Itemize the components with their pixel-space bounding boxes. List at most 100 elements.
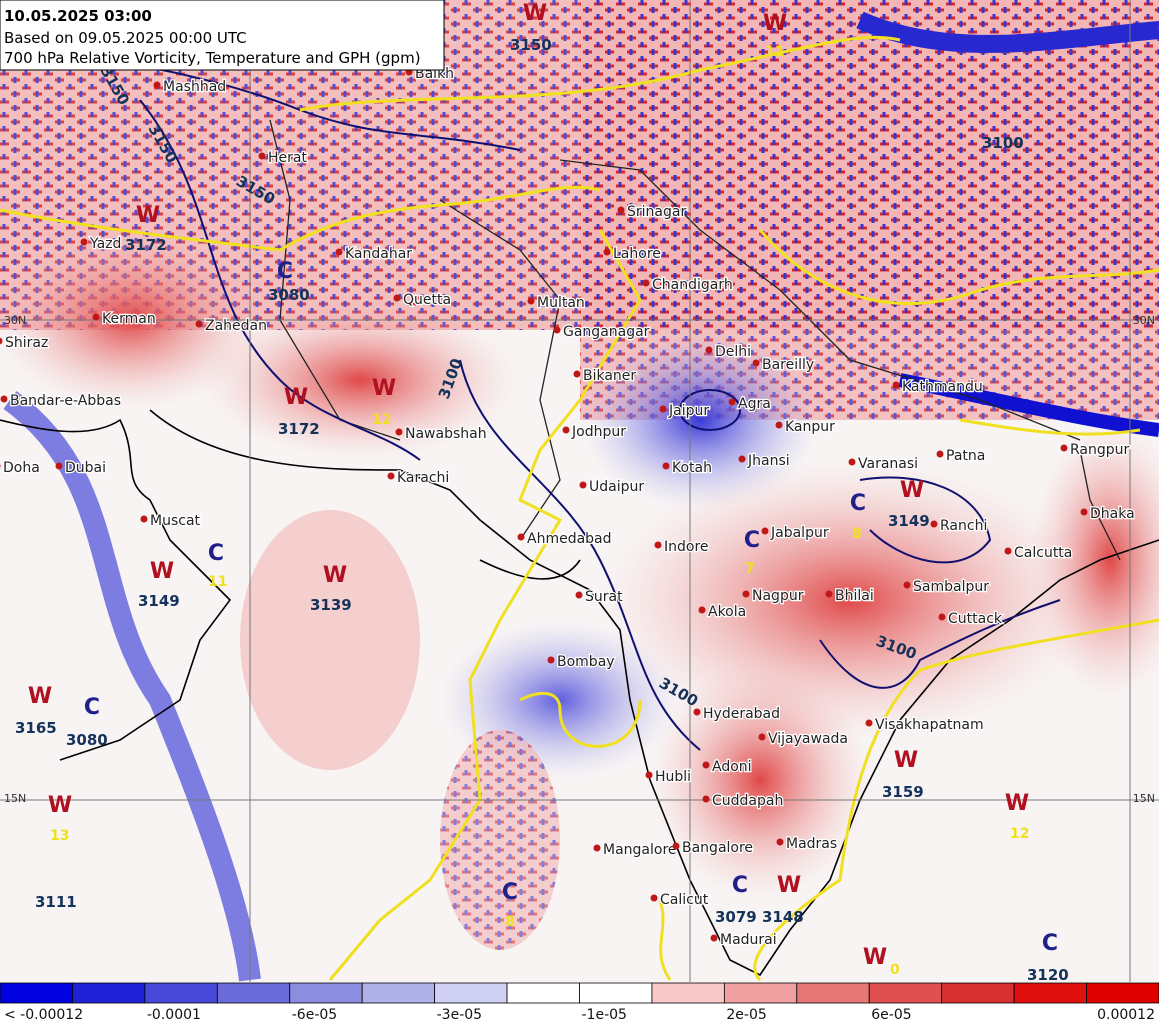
latitude-label: 30N <box>1133 314 1155 327</box>
city-label: Agra <box>738 396 771 412</box>
gph-value: 3172 <box>278 420 320 438</box>
city-marker <box>617 206 625 214</box>
city-marker <box>140 515 148 523</box>
city-marker <box>742 590 750 598</box>
city-label: Ahmedabad <box>527 531 612 547</box>
graticule <box>0 0 1159 982</box>
city-label: Muscat <box>150 513 201 529</box>
city-marker <box>825 590 833 598</box>
vorticity-band <box>898 373 1159 437</box>
pressure-letter: C <box>208 541 224 566</box>
city-label: Varanasi <box>858 456 918 472</box>
pressure-letter: W <box>863 945 887 970</box>
city-label: Udaipur <box>589 479 644 495</box>
city-marker <box>672 842 680 850</box>
gph-value: 3120 <box>1027 966 1069 984</box>
colorbar-swatch <box>434 982 508 1004</box>
city-marker <box>603 248 611 256</box>
colorbar-swatch <box>1013 982 1087 1004</box>
city-marker <box>593 844 601 852</box>
city-label: Ganganagar <box>563 324 650 340</box>
colorbar-swatch <box>723 982 798 1004</box>
city-label: Delhi <box>715 344 751 360</box>
city-label: Surat <box>585 589 623 605</box>
city-marker <box>761 527 769 535</box>
city-label: Rangpur <box>1070 442 1130 458</box>
city-label: Kotah <box>672 460 712 476</box>
city-label: Dhaka <box>1090 506 1135 522</box>
colorbar: < -0.00012 -0.0001 -6e-05 -3e-05 -1e-05 2e-05… <box>0 982 1159 1024</box>
city-marker <box>562 426 570 434</box>
city-marker <box>775 421 783 429</box>
city-marker <box>527 297 535 305</box>
coastline <box>149 409 1159 977</box>
colorbar-swatch <box>506 982 580 1004</box>
temperature-value: 12 <box>1010 826 1029 842</box>
city-label: Sambalpur <box>913 579 989 595</box>
colorbar-label: < -0.00012 <box>4 1007 83 1023</box>
colorbar-swatch <box>144 982 218 1004</box>
colorbar-swatch <box>941 982 1015 1004</box>
city-label: Cuddapah <box>712 793 783 809</box>
city-label: Madras <box>786 836 837 852</box>
city-marker <box>903 581 911 589</box>
gph-contours <box>0 39 1061 751</box>
colorbar-label: -6e-05 <box>292 1007 337 1023</box>
pressure-letter: W <box>372 376 396 401</box>
city-marker <box>1004 547 1012 555</box>
latitude-label: 15N <box>1133 792 1155 805</box>
city-label: Doha <box>3 460 40 476</box>
city-marker <box>645 771 653 779</box>
latitude-label: 15N <box>4 792 26 805</box>
gph-value: 3139 <box>310 596 352 614</box>
colorbar-swatch <box>796 982 870 1004</box>
vorticity-band <box>856 11 1159 53</box>
gph-value: 3172 <box>125 236 167 254</box>
gph-value: 3148 <box>762 908 804 926</box>
colorbar-swatch <box>0 982 73 1004</box>
city-label: Bareilly <box>762 357 814 373</box>
city-label: Patna <box>946 448 985 464</box>
pressure-letter: W <box>763 11 787 36</box>
gph-contour <box>859 476 992 564</box>
header-title: 10.05.2025 03:00 <box>4 7 152 25</box>
city-label: Bikaner <box>583 368 636 384</box>
temperature-contour <box>959 418 1141 436</box>
city-label: Adoni <box>712 759 752 775</box>
colorbar-swatch <box>579 982 653 1004</box>
city-label: Jabalpur <box>770 525 829 541</box>
city-label: Herat <box>268 150 307 166</box>
city-marker <box>335 248 343 256</box>
pressure-letter: C <box>84 695 100 720</box>
pressure-letter: W <box>48 793 72 818</box>
city-marker <box>387 472 395 480</box>
temperature-contours <box>0 35 1159 982</box>
temperature-contour <box>658 899 672 981</box>
vorticity-field <box>0 0 1159 982</box>
temperature-value: 12 <box>372 412 391 428</box>
header-box <box>0 0 445 71</box>
coastlines <box>0 409 1159 977</box>
colorbar-swatch <box>651 982 725 1004</box>
colorbar-label: -0.0001 <box>147 1007 201 1023</box>
gph-contour <box>679 389 741 431</box>
city-marker <box>702 761 710 769</box>
contour-label: 3100 <box>982 134 1024 152</box>
city-marker <box>0 395 8 403</box>
city-label: Bandar-e-Abbas <box>10 393 121 409</box>
temperature-value: 8 <box>505 914 515 930</box>
temperature-contour <box>519 691 642 748</box>
city-label: Jhansi <box>747 453 790 469</box>
city-label: Nawabshah <box>405 426 487 442</box>
city-label: Chandigarh <box>652 277 733 293</box>
city-label: Indore <box>664 539 709 555</box>
coastline <box>479 559 581 580</box>
pressure-letter: W <box>323 563 347 588</box>
temperature-value: 8 <box>852 526 862 542</box>
pressure-letter: W <box>1005 791 1029 816</box>
city-label: Hubli <box>655 769 691 785</box>
city-label: Lahore <box>613 246 661 262</box>
border <box>559 159 1081 441</box>
colorbar-swatch <box>72 982 146 1004</box>
